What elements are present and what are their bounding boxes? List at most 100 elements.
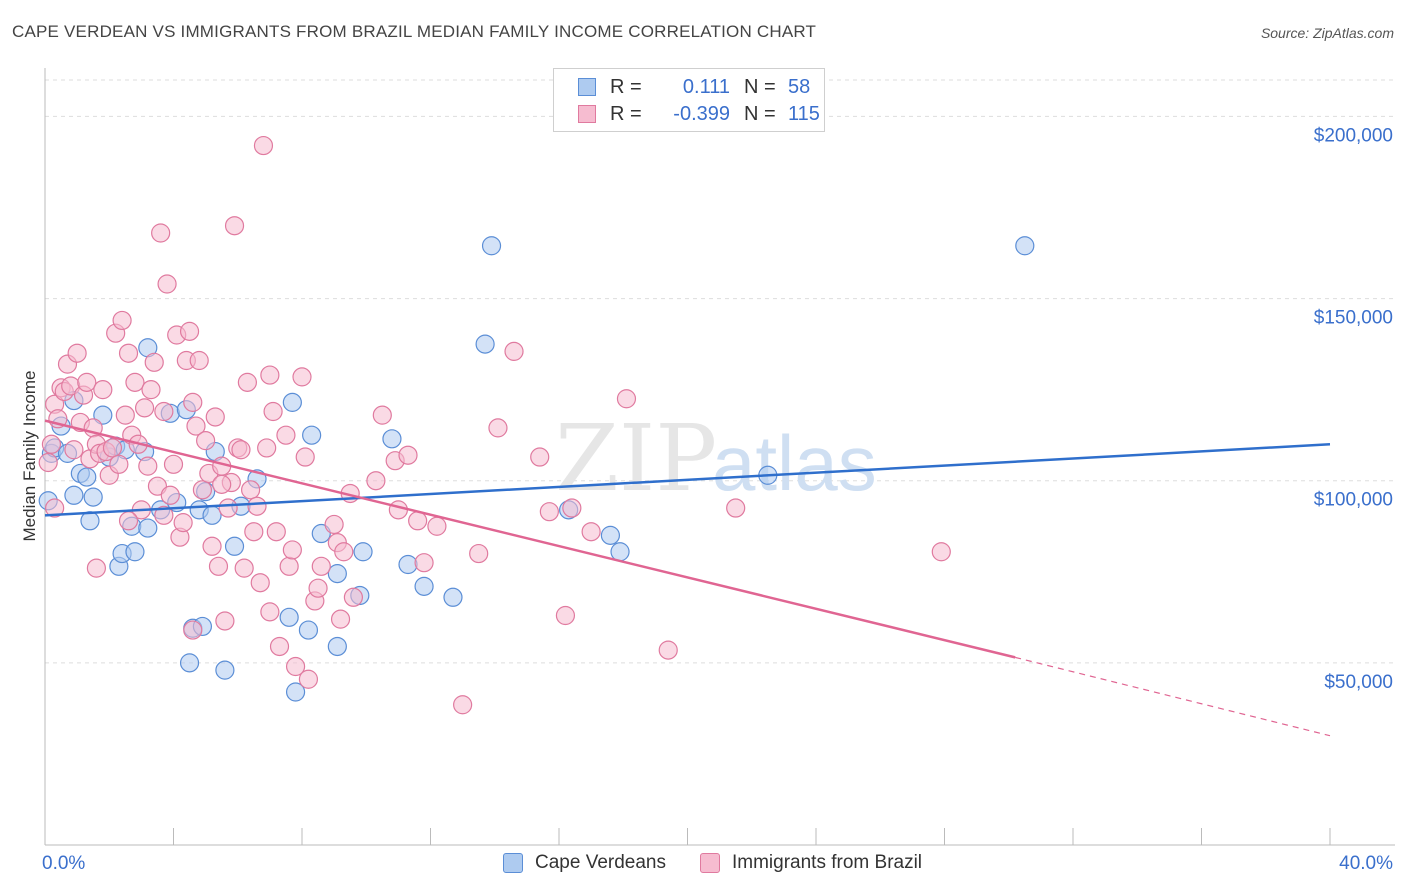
trend-lines xyxy=(44,419,1331,737)
brazil-point xyxy=(224,216,245,236)
brazil-point xyxy=(311,556,331,576)
brazil-point xyxy=(488,418,508,438)
brazil-point xyxy=(366,471,386,491)
brazil-point xyxy=(260,602,280,622)
cape-verdean-point xyxy=(215,660,235,680)
correlation-legend: R = 0.111 N = 58 R = -0.399 N = 115 xyxy=(553,68,825,132)
cape-verdean-trend-line xyxy=(44,443,1331,517)
brazil-point xyxy=(247,496,267,516)
brazil-point xyxy=(231,440,251,460)
brazil-point xyxy=(453,695,473,715)
brazil-point xyxy=(279,556,299,576)
brazil-trend-extension xyxy=(1015,656,1331,737)
cape-verdean-point xyxy=(398,554,418,575)
brazil-point xyxy=(179,321,200,341)
brazil-point xyxy=(292,367,312,387)
data-points xyxy=(38,135,1035,715)
legend-r-value: 0.111 xyxy=(682,75,730,98)
cape-verdean-point xyxy=(382,429,402,449)
brazil-point xyxy=(334,542,354,562)
legend-n-label: N = xyxy=(744,75,776,98)
brazil-point xyxy=(134,398,155,418)
legend-r-value: -0.399 xyxy=(673,102,730,125)
brazil-point xyxy=(581,522,601,542)
brazil-point xyxy=(45,498,65,518)
brazil-point xyxy=(160,485,180,505)
brazil-point xyxy=(102,438,123,458)
brazil-point xyxy=(295,447,315,467)
cape-verdean-point xyxy=(83,487,103,507)
brazil-point xyxy=(154,401,174,422)
source-label: Source: ZipAtlas.com xyxy=(1260,25,1394,41)
brazil-point xyxy=(138,456,158,476)
brazil-point xyxy=(64,440,84,460)
brazil-point xyxy=(93,380,113,400)
cape-verdean-point xyxy=(327,564,347,584)
brazil-point xyxy=(208,556,229,576)
legend-n-value: 115 xyxy=(788,102,820,125)
cape-verdean-point xyxy=(600,525,621,545)
brazil-point xyxy=(186,416,206,436)
legend-r-label: R = xyxy=(610,102,642,125)
watermark: ZIP atlas xyxy=(555,405,877,512)
brazil-point xyxy=(157,274,177,294)
y-tick-label: $150,000 xyxy=(1314,308,1393,329)
y-tick-label: $50,000 xyxy=(1324,672,1393,693)
brazil-point xyxy=(183,620,203,640)
brazil-point xyxy=(202,536,222,556)
legend-r-label: R = xyxy=(610,75,642,98)
series-swatch-blue xyxy=(503,853,523,873)
brazil-point xyxy=(241,480,261,500)
legend-row-cape-verdeans: R = 0.111 N = 58 xyxy=(578,75,810,99)
brazil-point xyxy=(555,605,576,626)
cape-verdean-point xyxy=(224,536,245,556)
brazil-point xyxy=(269,636,290,657)
cape-verdean-point xyxy=(353,542,373,562)
brazil-trend-line xyxy=(44,419,1016,659)
brazil-point xyxy=(189,350,209,371)
tick-labels: $50,000 $100,000 $150,000 $200,000 0.0% 40.0%… xyxy=(20,125,1393,874)
brazil-point xyxy=(398,445,418,465)
brazil-point xyxy=(183,392,203,412)
axes xyxy=(44,68,1395,846)
watermark-atlas: atlas xyxy=(712,419,877,507)
brazil-point xyxy=(343,587,363,607)
brazil-point xyxy=(260,365,280,385)
cape-verdean-point xyxy=(64,485,84,505)
brazil-point xyxy=(263,401,283,422)
y-tick-label: $100,000 xyxy=(1314,490,1393,511)
watermark-zip: ZIP xyxy=(555,405,717,512)
brazil-point xyxy=(562,498,582,518)
brazil-point xyxy=(266,522,286,542)
cape-verdean-point xyxy=(125,542,145,562)
brazil-point xyxy=(154,505,174,525)
brazil-point xyxy=(38,452,58,473)
legend-swatch-pink xyxy=(578,105,596,123)
brazil-point xyxy=(141,380,161,400)
brazil-point xyxy=(77,372,97,392)
cape-verdean-point xyxy=(179,653,200,673)
cape-verdean-point xyxy=(77,467,97,487)
cape-verdean-point xyxy=(1015,236,1035,256)
series-legend-cape-verdeans: Cape Verdeans xyxy=(503,852,666,874)
brazil-point xyxy=(151,223,171,243)
brazil-point xyxy=(163,454,184,474)
legend-swatch-blue xyxy=(578,78,596,96)
brazil-point xyxy=(658,640,678,660)
y-tick-label: $200,000 xyxy=(1314,125,1393,146)
chart-title: CAPE VERDEAN VS IMMIGRANTS FROM BRAZIL M… xyxy=(12,22,817,41)
series-label: Immigrants from Brazil xyxy=(732,852,923,873)
brazil-point xyxy=(118,343,139,363)
cape-verdean-point xyxy=(481,236,502,256)
series-legend-brazil: Immigrants from Brazil xyxy=(700,852,922,874)
x-tick-label-min: 0.0% xyxy=(42,853,85,874)
brazil-point xyxy=(931,542,951,562)
brazil-point xyxy=(469,543,489,564)
brazil-point xyxy=(41,434,62,454)
brazil-point xyxy=(285,656,306,677)
brazil-point xyxy=(215,611,235,631)
brazil-point xyxy=(253,135,274,156)
series-label: Cape Verdeans xyxy=(535,852,666,873)
cape-verdean-point xyxy=(414,576,434,596)
